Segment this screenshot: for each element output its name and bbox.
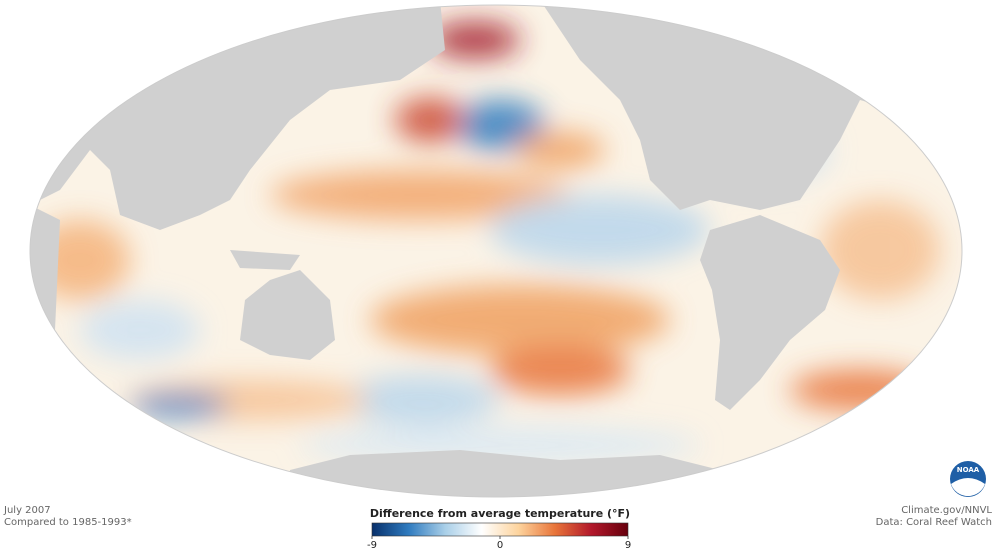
colorbar-tick-label: 9 (625, 540, 631, 551)
colorbar (371, 522, 629, 537)
colorbar-tick-label: 0 (497, 540, 503, 551)
data-credit: Data: Coral Reef Watch (876, 517, 992, 528)
logo-text: NOAA (957, 466, 980, 474)
date: July 2007 (3, 505, 51, 516)
colorbar-title: Difference from average temperature (°F) (370, 507, 630, 520)
noaa-logo: NOAA (950, 461, 986, 497)
source: Climate.gov/NNVL (901, 505, 992, 516)
colorbar-tick-label: -9 (367, 540, 377, 551)
baseline: Compared to 1985-1993* (4, 517, 132, 528)
globe-outline (29, 4, 963, 498)
